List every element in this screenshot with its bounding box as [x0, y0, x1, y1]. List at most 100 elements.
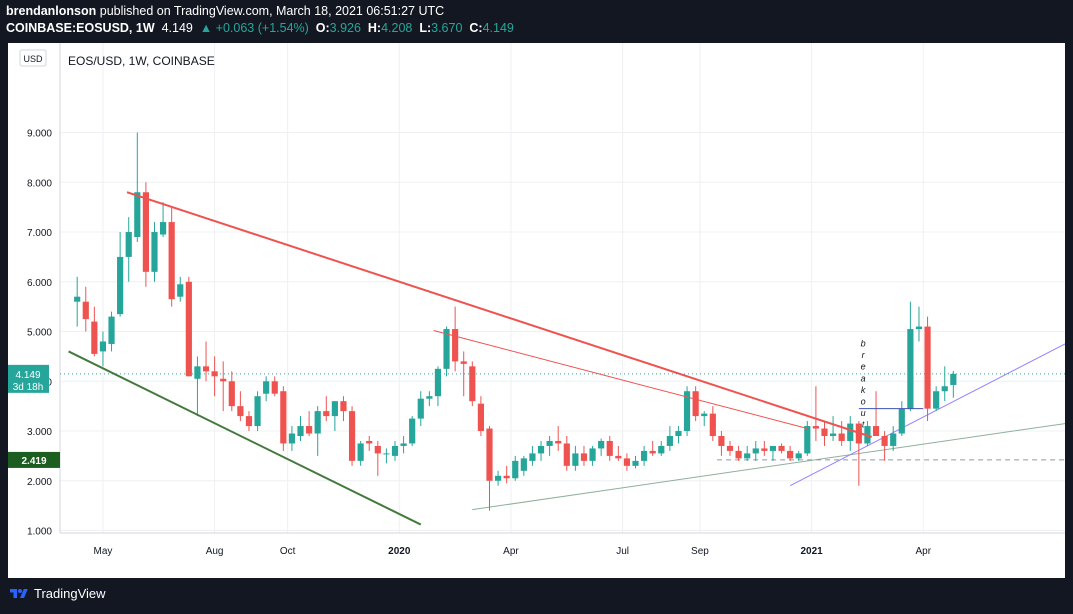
- x-tick-label: May: [93, 546, 112, 557]
- candle-body: [82, 301, 89, 320]
- candle-body: [709, 413, 716, 436]
- candle-body: [520, 458, 527, 471]
- candle-body: [469, 366, 476, 402]
- candle-body: [297, 426, 304, 436]
- bar-countdown: 3d 18h: [13, 382, 44, 393]
- tradingview-logo-icon[interactable]: [10, 587, 28, 601]
- candle-body: [460, 361, 467, 364]
- trendline-green-support-line: [68, 350, 422, 526]
- candle-body: [829, 433, 837, 436]
- x-tick-label: Sep: [691, 546, 709, 557]
- candle-body: [99, 341, 107, 352]
- candle-body: [623, 458, 631, 466]
- candle-body: [615, 455, 622, 459]
- candle-body: [434, 368, 442, 397]
- candle-body: [168, 222, 175, 300]
- candle-body: [340, 401, 347, 412]
- publish-date: published on TradingView.com, March 18, …: [96, 4, 445, 18]
- candle-body: [280, 391, 287, 444]
- candle-body: [821, 428, 828, 436]
- high-label: H:: [367, 21, 382, 35]
- y-tick-label: 6.000: [27, 278, 52, 289]
- candle-body: [692, 391, 699, 417]
- candle-body: [503, 475, 510, 479]
- currency-badge: USD: [23, 54, 43, 64]
- current-price-value: 4.149: [15, 370, 40, 381]
- candle-body: [769, 445, 777, 451]
- candle-body: [383, 453, 390, 455]
- candle-body: [933, 391, 940, 409]
- candle-body: [598, 440, 605, 449]
- x-tick-label: 2020: [388, 546, 411, 557]
- x-tick-label: Aug: [206, 546, 224, 557]
- footer: TradingView: [10, 586, 106, 601]
- candle-body: [787, 450, 794, 459]
- candle-body: [812, 426, 819, 429]
- candle-body: [177, 284, 184, 297]
- candle-body: [778, 445, 785, 451]
- candle-body: [108, 316, 115, 344]
- candle-body: [924, 326, 931, 409]
- candle-body: [91, 321, 98, 354]
- candle-body: [761, 448, 768, 451]
- author-name[interactable]: brendanlonson: [6, 4, 97, 18]
- candle-body: [331, 401, 338, 417]
- x-tick-label: Oct: [280, 546, 296, 557]
- last-price: 4.149: [161, 21, 193, 35]
- candle-body: [486, 428, 493, 481]
- candle-body: [950, 373, 957, 385]
- candle-body: [795, 453, 802, 459]
- open-value: 3.926: [329, 21, 361, 35]
- candle-body: [658, 445, 665, 454]
- candle-body: [872, 426, 880, 436]
- low-label: L:: [419, 21, 432, 35]
- candle-body: [391, 445, 399, 456]
- candle-body: [847, 423, 854, 441]
- candle-body: [632, 460, 639, 466]
- candle-body: [134, 192, 141, 238]
- candle-body: [641, 450, 648, 461]
- candle-body: [744, 453, 751, 459]
- candle-body: [563, 443, 570, 466]
- candle-body: [529, 453, 536, 461]
- x-tick-label: Apr: [915, 546, 931, 557]
- candle-body: [804, 426, 811, 454]
- candle-body: [125, 232, 132, 257]
- candle-body: [211, 371, 218, 377]
- candle-body: [306, 426, 313, 434]
- close-value: 4.149: [482, 21, 514, 35]
- price-chart[interactable]: 1.0002.0003.0004.0005.0006.0007.0008.000…: [8, 43, 1065, 578]
- tradingview-brand[interactable]: TradingView: [34, 586, 106, 601]
- candle-body: [194, 366, 201, 379]
- candle-body: [890, 433, 897, 446]
- candle-body: [409, 418, 416, 444]
- y-tick-label: 7.000: [27, 228, 52, 239]
- candle-body: [881, 435, 888, 446]
- chart-title: EOS/USD, 1W, COINBASE: [68, 54, 215, 68]
- candle-body: [374, 445, 381, 454]
- candle-body: [348, 411, 356, 461]
- level-price-value: 2.419: [21, 456, 46, 467]
- currency-badge-box: [19, 49, 47, 67]
- candle-body: [237, 406, 244, 417]
- level-price-badge: [8, 451, 60, 468]
- candle-body: [546, 440, 553, 446]
- price-change: ▲ +0.063 (+1.54%): [199, 21, 309, 35]
- candle-body: [572, 453, 579, 466]
- candle-body: [477, 403, 484, 432]
- trendline-secondary-downtrend: [433, 330, 808, 430]
- low-value: 3.670: [431, 21, 463, 35]
- y-tick-label: 9.000: [27, 129, 52, 140]
- candle-body: [443, 329, 450, 369]
- y-tick-label: 8.000: [27, 178, 52, 189]
- candle-body: [151, 232, 158, 272]
- candle-body: [907, 329, 914, 409]
- candle-body: [185, 281, 192, 377]
- candle-body: [898, 408, 905, 434]
- candle-body: [220, 378, 227, 382]
- trendline-major-downtrend: [126, 191, 873, 438]
- close-label: C:: [469, 21, 483, 35]
- candle-body: [366, 440, 373, 444]
- candle-body: [314, 411, 321, 434]
